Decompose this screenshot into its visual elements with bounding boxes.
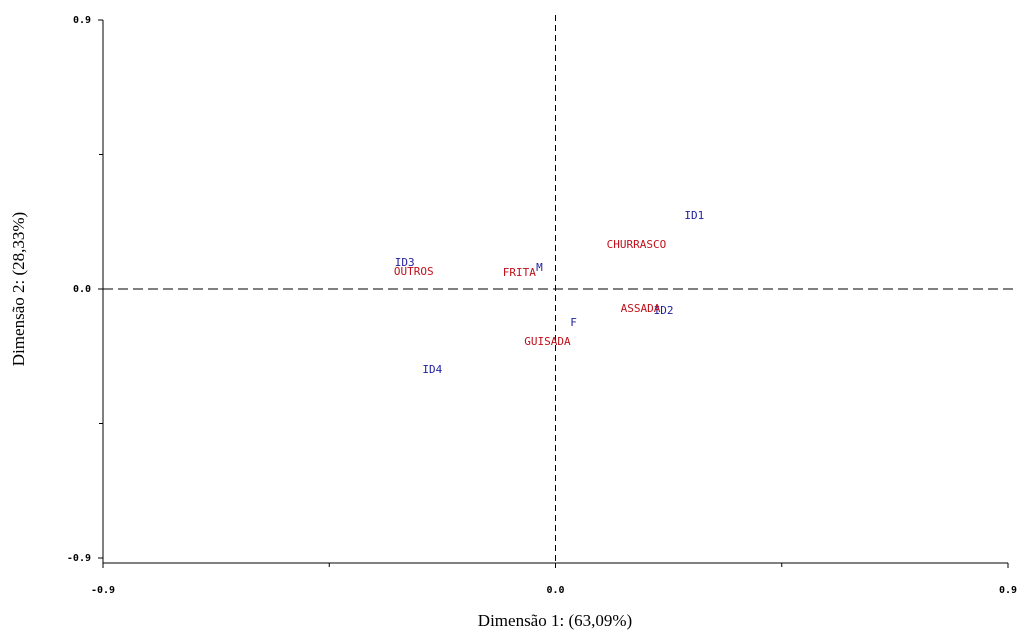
point-label: ASSADA — [621, 302, 661, 315]
x-tick-label: -0.9 — [91, 585, 115, 596]
point-label: M — [536, 261, 543, 274]
y-tick-label: 0.9 — [73, 15, 91, 26]
y-tick-label: -0.9 — [67, 553, 91, 564]
x-axis-label: Dimensão 1: (63,09%) — [478, 611, 632, 630]
point-label: ID3 — [395, 256, 415, 269]
point-label: FRITA — [503, 266, 536, 279]
point-label: ID1 — [684, 209, 704, 222]
point-label: CHURRASCO — [607, 238, 667, 251]
point-label: OUTROS — [394, 265, 434, 278]
y-tick-label: 0.0 — [73, 284, 91, 295]
point-label: ID2 — [654, 304, 674, 317]
x-tick-label: 0.9 — [999, 585, 1017, 596]
point-label: ID4 — [422, 363, 442, 376]
y-axis-label: Dimensão 2: (28,33%) — [9, 212, 28, 366]
x-tick-label: 0.0 — [546, 585, 564, 596]
point-label: GUISADA — [524, 335, 571, 348]
point-label: F — [570, 316, 577, 329]
